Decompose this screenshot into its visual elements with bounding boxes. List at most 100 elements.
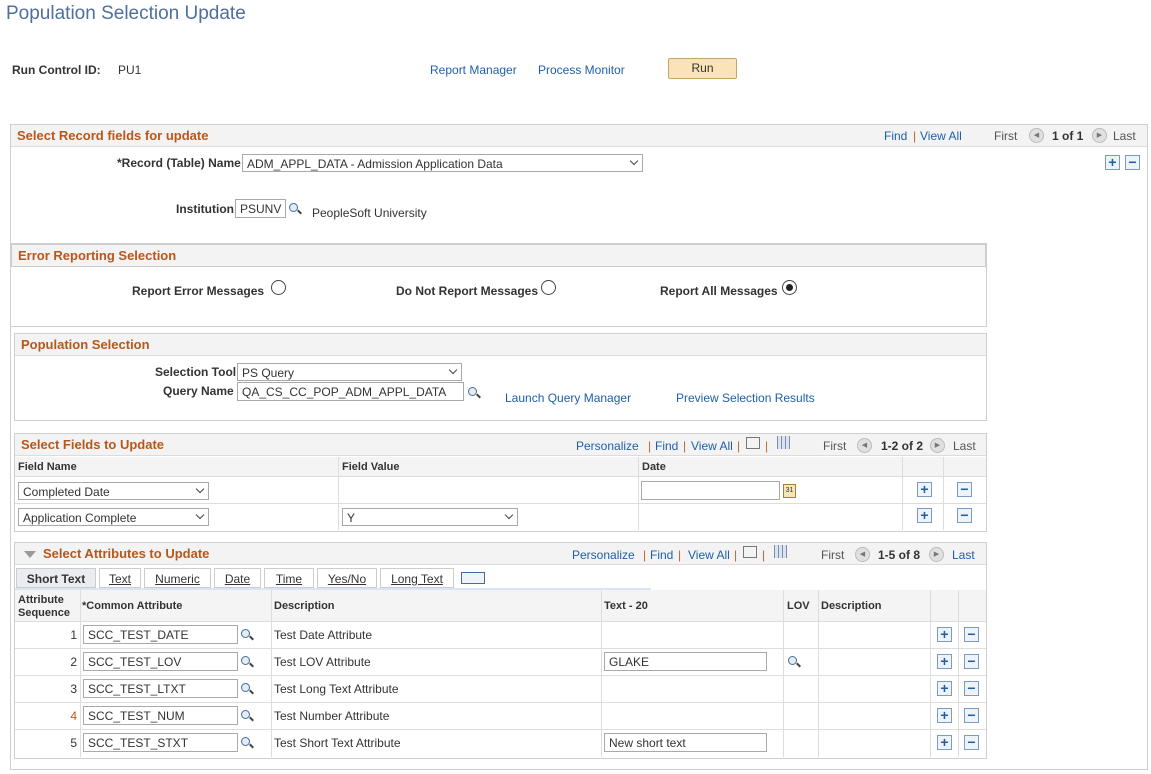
find-link[interactable]: Find	[655, 439, 679, 453]
add-row-icon[interactable]: +	[937, 681, 952, 696]
column-header-field-value: Field Value	[342, 461, 400, 473]
find-link[interactable]: Find	[650, 548, 674, 562]
error-reporting-section: Error Reporting Selection Report Error M…	[10, 243, 987, 327]
process-monitor-link[interactable]: Process Monitor	[538, 63, 625, 77]
row-count: 1-2 of 2	[881, 439, 924, 453]
field-value-select[interactable]: Y	[342, 508, 518, 526]
view-all-link[interactable]: View All	[920, 129, 962, 143]
attribute-sequence: 4	[70, 709, 77, 723]
tab-yes-no[interactable]: Yes/No	[317, 568, 377, 588]
tab-text[interactable]: Text	[99, 568, 141, 588]
delete-row-icon[interactable]: −	[964, 708, 979, 723]
show-all-columns-icon[interactable]	[461, 572, 485, 584]
delete-row-icon[interactable]: −	[964, 735, 979, 750]
delete-row-icon[interactable]: −	[957, 508, 972, 523]
institution-lookup-icon[interactable]	[289, 203, 300, 214]
previous-icon[interactable]: ◀	[855, 547, 870, 562]
delete-row-icon[interactable]: −	[964, 654, 979, 669]
calendar-icon[interactable]: 31	[783, 484, 796, 498]
report-error-messages-radio[interactable]	[271, 280, 286, 295]
first-link[interactable]: First	[821, 548, 845, 562]
query-name-input[interactable]: QA_CS_CC_POP_ADM_APPL_DATA	[237, 382, 464, 401]
collapse-icon[interactable]	[24, 551, 36, 558]
next-icon[interactable]: ▶	[930, 438, 945, 453]
add-row-icon[interactable]: +	[917, 482, 932, 497]
first-link[interactable]: First	[994, 129, 1018, 143]
population-selection-header: Population Selection	[15, 334, 986, 356]
selection-tool-select[interactable]: PS Query	[237, 363, 462, 381]
tab-short-text[interactable]: Short Text	[16, 568, 96, 588]
select-attributes-title: Select Attributes to Update	[43, 546, 210, 561]
add-row-icon[interactable]: +	[917, 508, 932, 523]
common-attribute-input[interactable]: SCC_TEST_LTXT	[83, 679, 238, 698]
tab-time[interactable]: Time	[264, 568, 314, 588]
query-name-lookup-icon[interactable]	[468, 387, 479, 398]
first-link[interactable]: First	[823, 439, 847, 453]
common-attribute-input[interactable]: SCC_TEST_LOV	[83, 652, 238, 671]
tab-numeric[interactable]: Numeric	[144, 568, 211, 588]
common-attribute-lookup-icon[interactable]	[241, 629, 252, 640]
common-attribute-input[interactable]: SCC_TEST_NUM	[83, 706, 238, 725]
attribute-sequence: 5	[70, 736, 77, 750]
delete-row-icon[interactable]: −	[964, 627, 979, 642]
attribute-sequence: 3	[70, 682, 77, 696]
personalize-link[interactable]: Personalize	[572, 548, 635, 562]
common-attribute-input[interactable]: SCC_TEST_DATE	[83, 625, 238, 644]
delete-row-icon[interactable]: −	[964, 681, 979, 696]
zoom-grid-icon[interactable]	[743, 546, 757, 558]
select-fields-title: Select Fields to Update	[21, 437, 165, 452]
common-attribute-lookup-icon[interactable]	[241, 656, 252, 667]
add-row-icon[interactable]: +	[937, 627, 952, 642]
column-header-date: Date	[642, 461, 666, 473]
column-header-lov: LOV	[787, 600, 810, 612]
do-not-report-messages-radio[interactable]	[541, 280, 556, 295]
last-link[interactable]: Last	[953, 439, 976, 453]
view-all-link[interactable]: View All	[688, 548, 730, 562]
population-selection-section: Population Selection Selection Tool PS Q…	[14, 333, 987, 421]
run-button[interactable]: Run	[668, 58, 737, 79]
download-excel-icon[interactable]	[774, 545, 787, 558]
selection-tool-label: Selection Tool	[155, 365, 237, 379]
common-attribute-lookup-icon[interactable]	[241, 683, 252, 694]
delete-row-icon[interactable]: −	[957, 482, 972, 497]
delete-row-icon[interactable]: −	[1125, 155, 1140, 170]
add-row-icon[interactable]: +	[937, 654, 952, 669]
preview-selection-results-link[interactable]: Preview Selection Results	[676, 391, 815, 405]
view-all-link[interactable]: View All	[691, 439, 733, 453]
lov-lookup-icon[interactable]	[788, 656, 799, 667]
previous-icon[interactable]: ◀	[1029, 128, 1044, 143]
next-icon[interactable]: ▶	[929, 547, 944, 562]
common-attribute-lookup-icon[interactable]	[241, 737, 252, 748]
tab-long-text[interactable]: Long Text	[380, 568, 454, 588]
download-excel-icon[interactable]	[777, 436, 790, 449]
add-row-icon[interactable]: +	[937, 708, 952, 723]
column-header-field-name: Field Name	[18, 461, 77, 473]
common-attribute-lookup-icon[interactable]	[241, 710, 252, 721]
record-name-select[interactable]: ADM_APPL_DATA - Admission Application Da…	[242, 154, 643, 172]
text-20-input[interactable]: GLAKE	[604, 652, 767, 671]
report-all-messages-radio[interactable]	[782, 280, 797, 295]
attribute-description: Test Date Attribute	[274, 628, 373, 642]
column-header-attribute-sequence: Attribute Sequence	[18, 594, 70, 619]
column-header-description: Description	[274, 600, 335, 612]
last-link[interactable]: Last	[952, 548, 975, 562]
common-attribute-input[interactable]: SCC_TEST_STXT	[83, 733, 238, 752]
date-input[interactable]	[641, 481, 780, 500]
field-name-select[interactable]: Completed Date	[18, 482, 209, 500]
report-manager-link[interactable]: Report Manager	[430, 63, 517, 77]
find-link[interactable]: Find	[884, 129, 908, 143]
add-row-icon[interactable]: +	[1105, 155, 1120, 170]
add-row-icon[interactable]: +	[937, 735, 952, 750]
previous-icon[interactable]: ◀	[857, 438, 872, 453]
zoom-grid-icon[interactable]	[746, 437, 760, 449]
next-icon[interactable]: ▶	[1092, 128, 1107, 143]
text-20-input[interactable]: New short text	[604, 733, 767, 752]
column-header-common-attribute: *Common Attribute	[82, 600, 183, 612]
field-name-select[interactable]: Application Complete	[18, 508, 209, 526]
launch-query-manager-link[interactable]: Launch Query Manager	[505, 391, 632, 405]
last-link[interactable]: Last	[1113, 129, 1136, 143]
institution-input[interactable]: PSUNV	[235, 199, 286, 218]
personalize-link[interactable]: Personalize	[576, 439, 639, 453]
tab-date[interactable]: Date	[214, 568, 261, 588]
error-reporting-title: Error Reporting Selection	[18, 248, 177, 263]
